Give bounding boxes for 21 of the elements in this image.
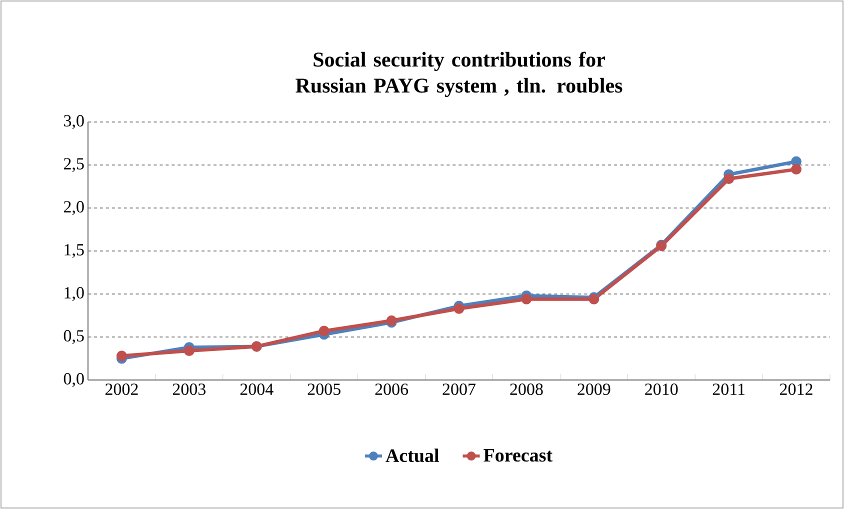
x-tick-label: 2012 xyxy=(780,384,812,395)
x-tick-label: 2009 xyxy=(578,384,610,395)
x-tick-label: 2007 xyxy=(442,384,476,395)
x-tick-label: 2011 xyxy=(712,384,744,395)
x-tick-label: 2008 xyxy=(510,384,543,395)
chart-title: Social security contributions for Russian PAYG system , tln. roubles xyxy=(296,52,622,98)
y-tick-label: 1,5 xyxy=(64,244,84,258)
x-tick-label: 2003 xyxy=(172,384,206,395)
x-tick-label: 2010 xyxy=(645,384,678,395)
y-tick-label: 0,0 xyxy=(64,373,84,387)
y-tick-label: 3,0 xyxy=(64,115,84,129)
legend-label: Forecast xyxy=(484,449,552,462)
x-tick-label: 2004 xyxy=(240,384,274,395)
x-tick-label: 2005 xyxy=(308,384,340,395)
x-tick-label: 2002 xyxy=(105,384,138,395)
y-tick-label: 2,5 xyxy=(64,158,84,172)
y-tick-label: 0,5 xyxy=(64,330,84,344)
legend-label: Actual xyxy=(386,448,439,462)
x-tick-label: 2006 xyxy=(375,384,408,395)
y-tick-label: 2,0 xyxy=(64,201,84,215)
y-tick-label: 1,0 xyxy=(64,287,84,301)
